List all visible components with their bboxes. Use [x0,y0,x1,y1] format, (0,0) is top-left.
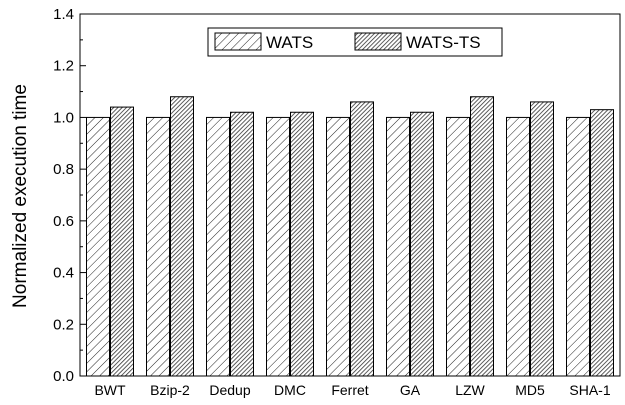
bar-wats-ts-bzip-2 [170,96,194,377]
y-tick-label: 0.0 [53,368,74,385]
plot-frame [79,13,621,377]
bar-wats-ts-lzw [470,96,494,377]
bar-wats-dmc [266,116,290,377]
bar-wats-ts-ferret [350,101,374,377]
bar-wats-lzw [446,116,470,377]
x-axis: BWT Bzip-2 Dedup DMC Ferret GA LZW MD5 SHA-1 [94,371,611,398]
y-tick-label: 0.6 [53,213,74,230]
x-tick-label: DMC [274,382,306,398]
y-axis: 0.0 0.2 0.4 0.6 0.8 1.0 1.2 1.4 [53,6,86,385]
legend-label-wats-ts: WATS-TS [406,33,481,52]
y-tick-label: 1.4 [53,6,74,23]
y-tick-label: 1.0 [53,109,74,126]
x-tick-label: LZW [455,382,485,398]
x-tick-label: Bzip-2 [150,382,190,398]
bar-wats-bzip-2 [146,116,170,377]
bar-wats-ts-dmc [290,111,314,377]
legend-label-wats: WATS [266,33,313,52]
bar-wats-ts-sha-1 [590,109,614,377]
y-tick-label: 0.2 [53,316,74,333]
bar-wats-ts-ga [410,111,434,377]
bar-wats-ga [386,116,410,377]
y-axis-label: Normalized execution time [10,84,31,308]
x-tick-label: BWT [94,382,126,398]
bar-wats-ts-dedup [230,111,254,377]
bar-wats-ferret [326,116,350,377]
x-tick-label: Ferret [331,382,368,398]
bar-wats-bwt [86,116,110,377]
y-tick-label: 0.8 [53,161,74,178]
y-tick-label: 1.2 [53,58,74,75]
x-tick-label: Dedup [209,382,250,398]
bar-wats-ts-bwt [110,106,134,377]
bar-wats-ts-md5 [530,101,554,377]
y-tick-label: 0.4 [53,265,74,282]
bar-wats-md5 [506,116,530,377]
legend-swatch-wats [214,32,262,51]
legend-swatch-wats-ts [354,32,402,51]
bars-group [86,96,614,377]
x-tick-label: GA [400,382,421,398]
bar-wats-sha-1 [566,116,590,377]
bar-wats-dedup [206,116,230,377]
legend: WATS WATS-TS [207,27,503,57]
x-tick-label: SHA-1 [569,382,610,398]
x-tick-label: MD5 [515,382,545,398]
